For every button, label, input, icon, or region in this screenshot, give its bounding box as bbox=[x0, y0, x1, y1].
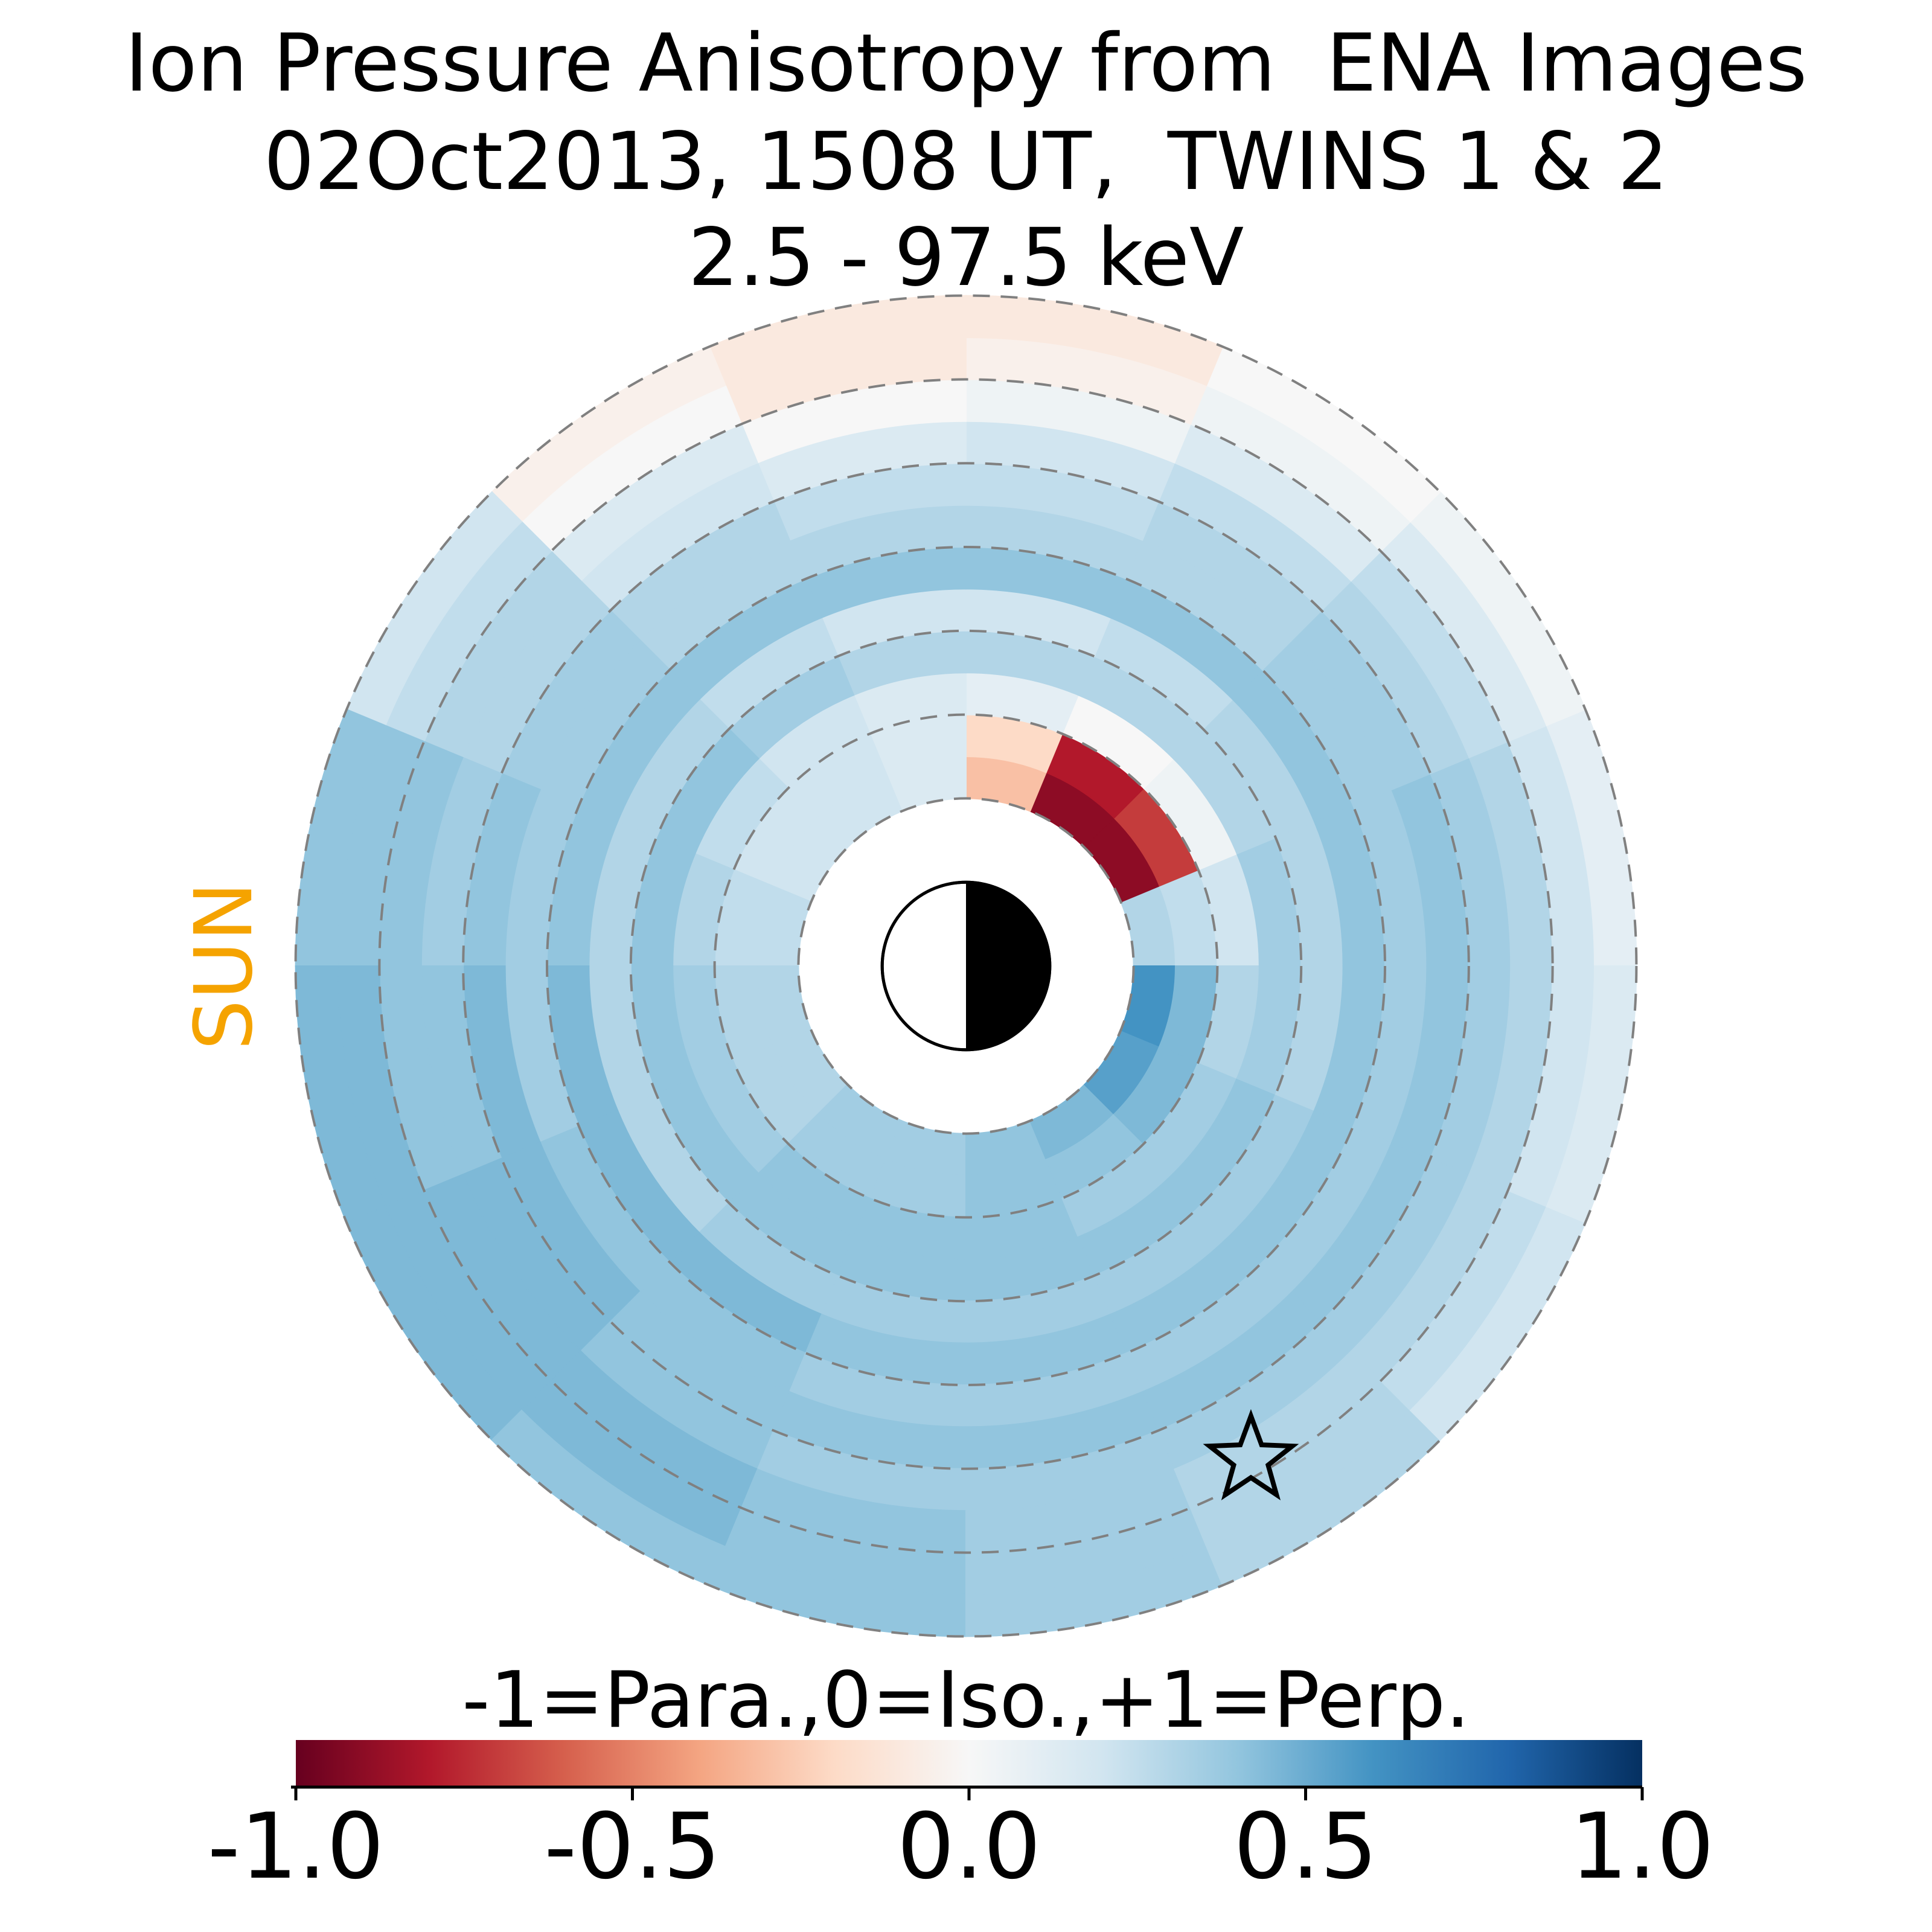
colorbar-tick-label: 1.0 bbox=[1570, 1794, 1715, 1899]
satellite-star bbox=[1203, 1409, 1299, 1500]
colorbar-tick-label: -1.0 bbox=[208, 1794, 385, 1899]
title-line: 02Oct2013, 1508 UT, TWINS 1 & 2 bbox=[264, 115, 1668, 208]
colorbar bbox=[296, 1740, 1642, 1787]
earth-night bbox=[966, 882, 1050, 1050]
colorbar-tick-label: -0.5 bbox=[544, 1794, 721, 1899]
colorbar-label: -1=Para.,0=Iso.,+1=Perp. bbox=[462, 1655, 1470, 1745]
radial-grid-ring bbox=[713, 713, 1219, 1219]
colorbar-tick-label: 0.5 bbox=[1233, 1794, 1378, 1899]
earth-outline bbox=[880, 880, 1052, 1052]
title-line: 2.5 - 97.5 keV bbox=[688, 211, 1244, 304]
radial-grid-ring bbox=[546, 546, 1386, 1386]
title-line: Ion Pressure Anisotropy from ENA Images bbox=[125, 17, 1808, 110]
radial-grid-ring bbox=[378, 378, 1554, 1554]
radial-grid-ring bbox=[629, 629, 1303, 1303]
radial-grid-ring bbox=[797, 797, 1135, 1135]
sun-label: SUN bbox=[178, 881, 270, 1050]
colorbar-tick-label: 0.0 bbox=[897, 1794, 1041, 1899]
radial-grid-ring bbox=[294, 294, 1638, 1638]
radial-grid-ring bbox=[462, 462, 1470, 1470]
